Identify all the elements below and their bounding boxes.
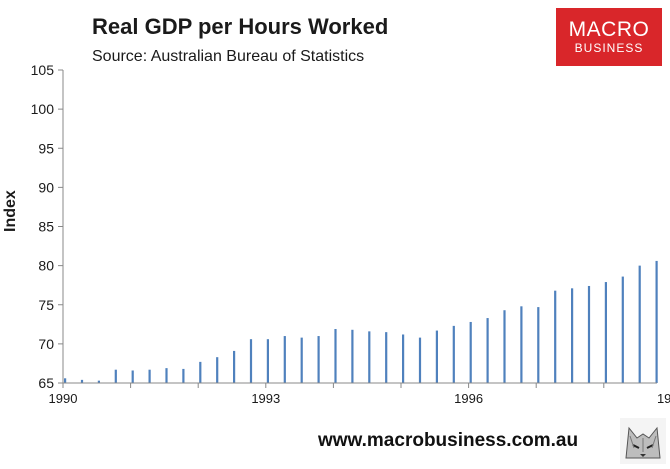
brand-logo[interactable]: MACRO BUSINESS xyxy=(556,8,662,66)
x-tick-label: 1990 xyxy=(49,391,78,406)
y-tick-label: 65 xyxy=(38,375,54,391)
bar xyxy=(520,306,523,383)
bar xyxy=(402,334,405,383)
bar xyxy=(182,368,185,383)
footer-url[interactable]: www.macrobusiness.com.au xyxy=(318,430,579,451)
bar xyxy=(148,369,151,383)
bar-series xyxy=(64,260,658,383)
bar xyxy=(131,370,134,383)
bar xyxy=(266,339,269,383)
bar xyxy=(621,276,624,383)
brand-line-1: MACRO xyxy=(568,18,650,41)
bar xyxy=(368,331,371,383)
bar xyxy=(435,330,438,383)
y-tick-label: 80 xyxy=(38,258,54,274)
bar xyxy=(165,368,168,383)
x-tick-label: 1996 xyxy=(454,391,483,406)
bar xyxy=(571,288,574,383)
bar xyxy=(385,332,388,383)
bar xyxy=(300,337,303,383)
chart-title: Real GDP per Hours Worked xyxy=(92,14,389,39)
bar xyxy=(80,379,84,383)
x-axis: 199019931996199920022005200820112014 xyxy=(49,382,670,406)
bar xyxy=(486,318,489,383)
bar xyxy=(418,337,422,383)
y-tick-label: 75 xyxy=(38,297,54,313)
bar xyxy=(655,260,658,383)
bar xyxy=(351,329,354,383)
y-tick-label: 70 xyxy=(38,336,54,352)
bar xyxy=(216,357,219,383)
y-tick-label: 85 xyxy=(38,219,54,235)
y-tick-label: 95 xyxy=(38,140,54,156)
y-tick-label: 100 xyxy=(31,101,55,117)
y-axis: 65 70 75 80 85 90 95 100 105 xyxy=(31,62,64,391)
x-tick-label: 1993 xyxy=(251,391,280,406)
bar xyxy=(114,369,117,383)
y-tick-label: 90 xyxy=(38,179,54,195)
x-tick-label: 1999 xyxy=(657,391,670,406)
bar xyxy=(554,290,557,383)
bar xyxy=(283,336,286,383)
bar xyxy=(503,310,506,383)
bar xyxy=(452,325,455,383)
bar xyxy=(334,329,337,383)
bar xyxy=(64,378,67,383)
bar xyxy=(233,350,236,383)
bar xyxy=(249,339,253,383)
bar xyxy=(199,361,202,383)
y-tick-label: 105 xyxy=(31,62,55,78)
wolf-icon xyxy=(620,418,666,464)
bar xyxy=(317,336,320,383)
chart-subtitle: Source: Australian Bureau of Statistics xyxy=(92,48,365,65)
bar xyxy=(638,265,641,383)
brand-line-2: BUSINESS xyxy=(574,41,644,55)
bar xyxy=(604,282,607,383)
bar xyxy=(537,307,540,383)
bar xyxy=(469,321,472,383)
bar xyxy=(587,285,591,383)
bar xyxy=(97,380,100,383)
